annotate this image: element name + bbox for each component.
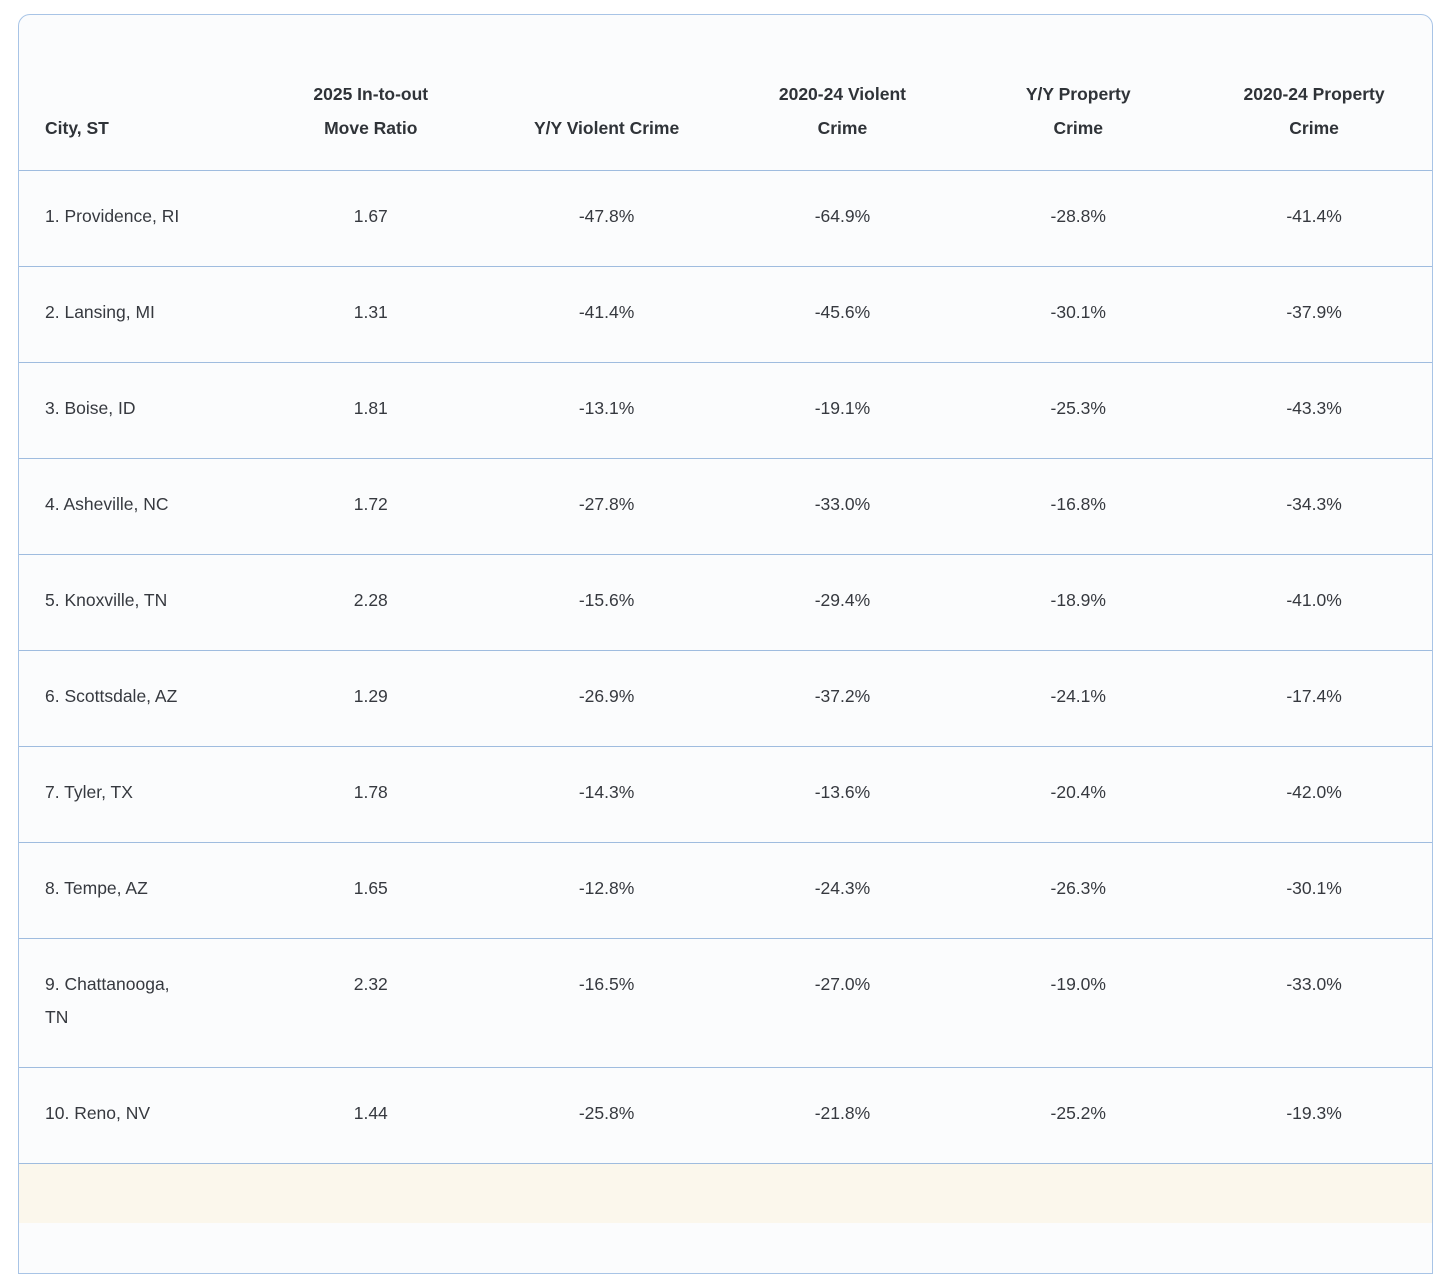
cell-city: 7. Tyler, TX — [45, 782, 133, 802]
cell-violent_2020_24: -33.0% — [814, 494, 871, 514]
cell-property_2020_24: -42.0% — [1286, 782, 1342, 802]
cell-city: 8. Tempe, AZ — [45, 878, 148, 898]
cell-property_2020_24: -33.0% — [1286, 974, 1342, 994]
cell-move_ratio: 2.32 — [353, 974, 388, 994]
cell-yy_property: -24.1% — [1050, 686, 1106, 706]
cell-yy_violent: -12.8% — [578, 878, 635, 898]
cell-move_ratio: 2.28 — [353, 590, 388, 610]
cell-yy_property: -18.9% — [1050, 590, 1106, 610]
column-header-violent_2020_24: 2020-24 Violent Crime — [778, 84, 906, 138]
column-header-property_2020_24: 2020-24 Property Crime — [1243, 84, 1385, 138]
table-row: 1. Providence, RI 1.67 -47.8% -64.9% -28.8% -… — [19, 170, 1432, 266]
cell-city: 10. Reno, NV — [45, 1103, 151, 1123]
cell-move_ratio: 1.29 — [353, 686, 388, 706]
cell-move_ratio: 1.65 — [353, 878, 388, 898]
table-row: 6. Scottsdale, AZ 1.29 -26.9% -37.2% -24.1% -… — [19, 650, 1432, 746]
cell-violent_2020_24: -19.1% — [814, 398, 871, 418]
table-row: 3. Boise, ID 1.81 -13.1% -19.1% -25.3% -43.3% — [19, 362, 1432, 458]
cell-violent_2020_24: -21.8% — [814, 1103, 871, 1123]
cell-city: 2. Lansing, MI — [45, 302, 155, 322]
column-header-move_ratio: 2025 In-to-out Move Ratio — [313, 84, 429, 138]
cell-violent_2020_24: -37.2% — [814, 686, 871, 706]
cell-property_2020_24: -30.1% — [1286, 878, 1342, 898]
table-body: 1. Providence, RI 1.67 -47.8% -64.9% -28.8% -… — [19, 170, 1432, 1163]
city-crime-table-card: City, ST 2025 In-to-out Move Ratio Y/Y Vio… — [18, 14, 1433, 1274]
cell-yy_violent: -14.3% — [578, 782, 635, 802]
column-header-yy_violent: Y/Y Violent Crime — [533, 118, 680, 138]
cell-yy_violent: -47.8% — [578, 206, 635, 226]
cell-yy_violent: -27.8% — [578, 494, 635, 514]
table-row: 10. Reno, NV 1.44 -25.8% -21.8% -25.2% -19.3% — [19, 1067, 1432, 1163]
cell-city: 9. Chattanooga, TN — [45, 974, 170, 1027]
cell-property_2020_24: -17.4% — [1286, 686, 1342, 706]
cell-yy_property: -16.8% — [1050, 494, 1106, 514]
cell-yy_violent: -13.1% — [578, 398, 635, 418]
cell-city: 1. Providence, RI — [45, 206, 180, 226]
column-header-yy_property: Y/Y Property Crime — [1025, 84, 1131, 138]
cell-city: 4. Asheville, NC — [45, 494, 169, 514]
cell-yy_violent: -25.8% — [578, 1103, 635, 1123]
cell-yy_property: -19.0% — [1050, 974, 1106, 994]
cell-property_2020_24: -41.0% — [1286, 590, 1342, 610]
partial-next-row — [19, 1163, 1432, 1223]
table-row: 5. Knoxville, TN 2.28 -15.6% -29.4% -18.9% -4… — [19, 554, 1432, 650]
cell-property_2020_24: -37.9% — [1286, 302, 1342, 322]
cell-move_ratio: 1.31 — [353, 302, 388, 322]
cell-property_2020_24: -19.3% — [1286, 1103, 1342, 1123]
table-row: 9. Chattanooga, TN 2.32 -16.5% -27.0% -19.0%… — [19, 938, 1432, 1067]
cell-move_ratio: 1.78 — [353, 782, 388, 802]
column-header-city: City, ST — [45, 118, 109, 138]
table-row: 4. Asheville, NC 1.72 -27.8% -33.0% -16.8% -3… — [19, 458, 1432, 554]
cell-yy_property: -30.1% — [1050, 302, 1106, 322]
cell-violent_2020_24: -24.3% — [814, 878, 871, 898]
cell-property_2020_24: -41.4% — [1286, 206, 1342, 226]
cell-yy_property: -26.3% — [1050, 878, 1106, 898]
cell-yy_property: -28.8% — [1050, 206, 1106, 226]
cell-yy_property: -25.2% — [1050, 1103, 1106, 1123]
cell-violent_2020_24: -45.6% — [814, 302, 871, 322]
cell-violent_2020_24: -13.6% — [814, 782, 871, 802]
cell-yy_property: -20.4% — [1050, 782, 1106, 802]
cell-city: 5. Knoxville, TN — [45, 590, 168, 610]
table-row: 8. Tempe, AZ 1.65 -12.8% -24.3% -26.3% -30.1% — [19, 842, 1432, 938]
cell-yy_property: -25.3% — [1050, 398, 1106, 418]
cell-yy_violent: -26.9% — [578, 686, 635, 706]
cell-move_ratio: 1.72 — [353, 494, 388, 514]
cell-violent_2020_24: -27.0% — [814, 974, 871, 994]
cell-violent_2020_24: -64.9% — [814, 206, 871, 226]
cell-move_ratio: 1.44 — [353, 1103, 388, 1123]
cell-city: 6. Scottsdale, AZ — [45, 686, 178, 706]
cell-yy_violent: -15.6% — [578, 590, 635, 610]
table-row: 7. Tyler, TX 1.78 -14.3% -13.6% -20.4% -42.0% — [19, 746, 1432, 842]
cell-move_ratio: 1.81 — [353, 398, 388, 418]
cell-property_2020_24: -34.3% — [1286, 494, 1342, 514]
cell-city: 3. Boise, ID — [45, 398, 136, 418]
cell-move_ratio: 1.67 — [353, 206, 388, 226]
cell-violent_2020_24: -29.4% — [814, 590, 871, 610]
cell-yy_violent: -41.4% — [578, 302, 635, 322]
cell-yy_violent: -16.5% — [578, 974, 635, 994]
table-row: 2. Lansing, MI 1.31 -41.4% -45.6% -30.1% -37.… — [19, 266, 1432, 362]
table-header-row: City, ST 2025 In-to-out Move Ratio Y/Y Vio… — [19, 15, 1432, 170]
cell-property_2020_24: -43.3% — [1286, 398, 1342, 418]
